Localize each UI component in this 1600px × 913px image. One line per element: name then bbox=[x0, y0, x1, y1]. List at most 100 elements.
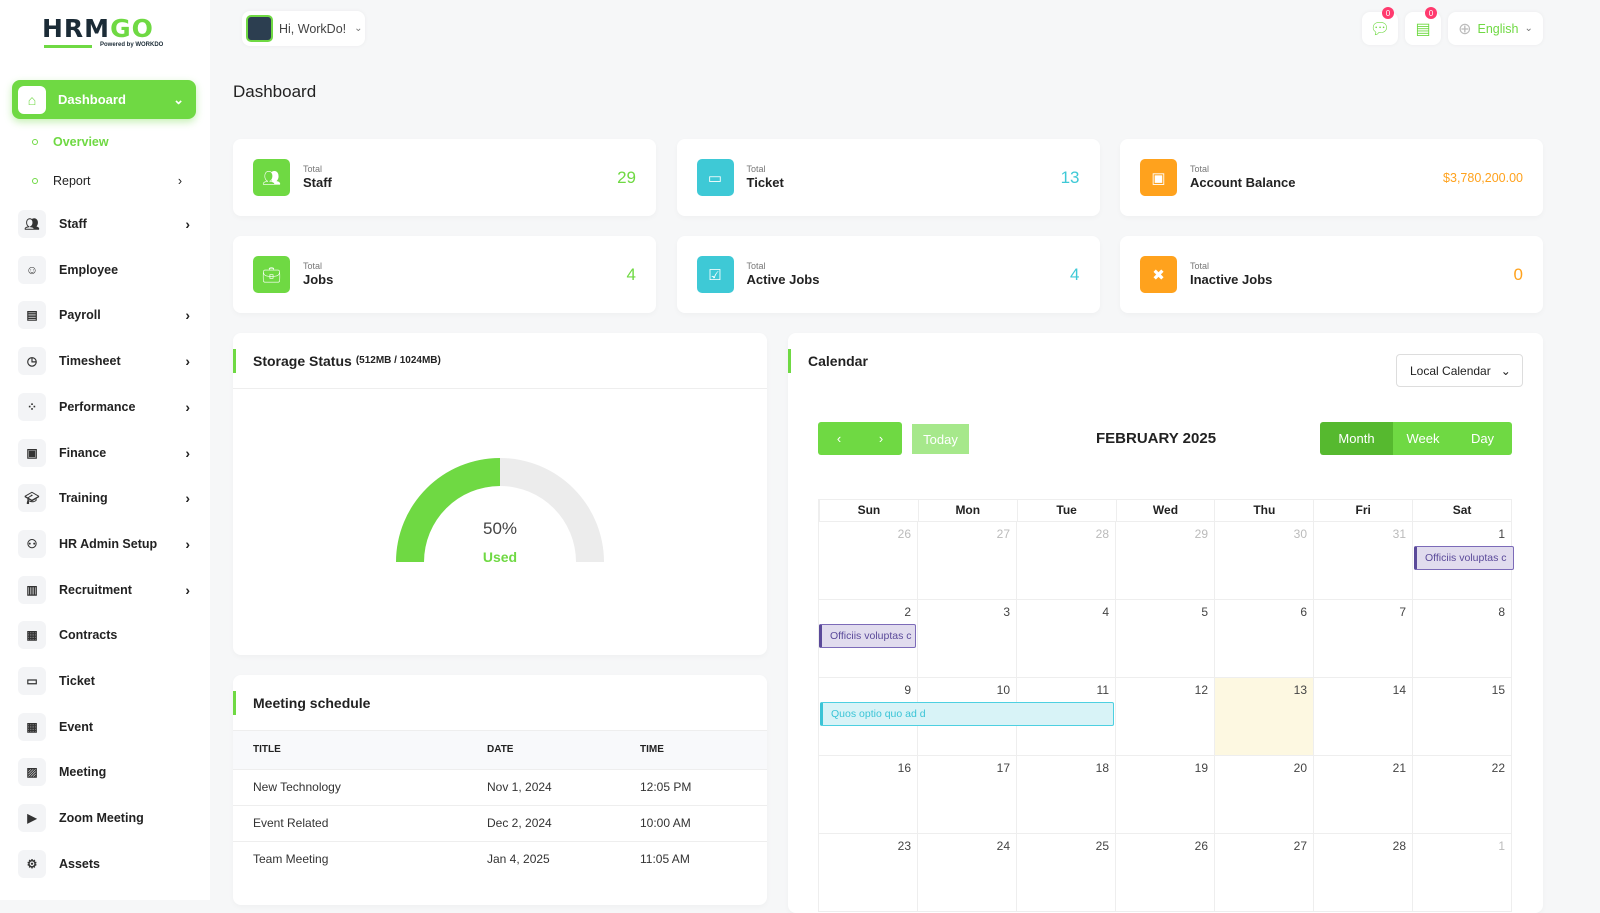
sidebar: HRMGO Powered by WORKDO ⌂ Dashboard ⌄ Ove… bbox=[0, 0, 210, 900]
calendar-day[interactable]: 13 bbox=[1215, 678, 1314, 756]
sidebar-item-assets[interactable]: ⚙ Assets bbox=[18, 849, 190, 879]
chevron-right-icon: › bbox=[185, 490, 190, 507]
sidebar-sub-report[interactable]: Report › bbox=[32, 174, 182, 188]
calendar-day[interactable]: 1 bbox=[1413, 834, 1512, 912]
sidebar-item-event[interactable]: ▦ Event bbox=[18, 712, 190, 742]
calendar-day[interactable]: 26 bbox=[1116, 834, 1215, 912]
gauge-fill bbox=[396, 458, 500, 562]
next-month-button[interactable]: › bbox=[860, 422, 902, 455]
stat-card-account-balance[interactable]: ▣ Total Account Balance $3,780,200.00 bbox=[1120, 139, 1543, 216]
calendar-day[interactable]: 23 bbox=[819, 834, 918, 912]
clock-icon: ◷ bbox=[18, 347, 46, 376]
storage-card: Storage Status (512MB / 1024MB) 50% Used bbox=[233, 333, 767, 655]
chevron-left-icon: ‹ bbox=[836, 431, 842, 446]
sidebar-item-dashboard[interactable]: ⌂ Dashboard ⌄ bbox=[12, 80, 196, 119]
user-icon: ☺ bbox=[18, 255, 46, 284]
sidebar-item-finance[interactable]: ▣ Finance › bbox=[18, 438, 190, 468]
today-button[interactable]: Today bbox=[912, 424, 969, 454]
calendar-day[interactable]: 12 bbox=[1116, 678, 1215, 756]
prev-month-button[interactable]: ‹ bbox=[818, 422, 860, 455]
calendar-day[interactable]: 26 bbox=[819, 522, 918, 600]
notifications-button[interactable]: ▤ 0 bbox=[1405, 7, 1441, 45]
messages-button[interactable]: 💬︎ 0 bbox=[1362, 7, 1398, 45]
globe-icon: ⊕ bbox=[1458, 20, 1472, 38]
calendar-day[interactable]: 27 bbox=[1215, 834, 1314, 912]
calendar-day[interactable]: 8 bbox=[1413, 600, 1512, 678]
calendar-day[interactable]: 7 bbox=[1314, 600, 1413, 678]
calendar-day[interactable]: 15 bbox=[1413, 678, 1512, 756]
calendar-day[interactable]: 27 bbox=[918, 522, 1017, 600]
calendar-icon: ▦ bbox=[18, 712, 46, 741]
receipt-icon: ▤ bbox=[18, 301, 46, 330]
sidebar-item-performance[interactable]: ⁘ Performance › bbox=[18, 392, 190, 422]
calendar-day[interactable]: 6 bbox=[1215, 600, 1314, 678]
calendar-day[interactable]: 29 bbox=[1116, 522, 1215, 600]
calendar-event[interactable]: Officiis voluptas c bbox=[819, 624, 916, 648]
calendar-day[interactable]: 25 bbox=[1017, 834, 1116, 912]
view-day-button[interactable]: Day bbox=[1453, 422, 1512, 455]
sidebar-item-meeting[interactable]: ▨ Meeting bbox=[18, 757, 190, 787]
stat-card-inactive-jobs[interactable]: ✖ Total Inactive Jobs 0 bbox=[1120, 236, 1543, 313]
calendar-day[interactable]: 2 bbox=[819, 600, 918, 678]
language-select[interactable]: ⊕ English ⌄ bbox=[1448, 12, 1543, 45]
calendar-day[interactable]: 18 bbox=[1017, 756, 1116, 834]
calendar-day[interactable]: 19 bbox=[1116, 756, 1215, 834]
table-row[interactable]: New Technology Nov 1, 2024 12:05 PM bbox=[233, 768, 767, 805]
calendar-source-select[interactable]: Local Calendar ⌄ bbox=[1396, 354, 1523, 387]
briefcase-icon: 💼︎ bbox=[253, 256, 290, 293]
storage-gauge bbox=[396, 458, 604, 562]
meeting-table: TITLE DATE TIME New Technology Nov 1, 2024 1… bbox=[233, 731, 767, 877]
calendar-event[interactable]: Officiis voluptas c bbox=[1414, 546, 1514, 570]
calendar-day[interactable]: 20 bbox=[1215, 756, 1314, 834]
sidebar-item-training[interactable]: 🎓︎ Training › bbox=[18, 483, 190, 513]
calendar-day[interactable]: 3 bbox=[918, 600, 1017, 678]
calendar-day[interactable]: 4 bbox=[1017, 600, 1116, 678]
chevron-right-icon: › bbox=[185, 398, 190, 415]
calendar-day[interactable]: 16 bbox=[819, 756, 918, 834]
calendar-event[interactable]: Quos optio quo ad d bbox=[820, 702, 1114, 726]
chevron-down-icon: ⌄ bbox=[1500, 363, 1511, 378]
logo[interactable]: HRMGO Powered by WORKDO bbox=[42, 14, 164, 48]
table-row[interactable]: Team Meeting Jan 4, 2025 11:05 AM bbox=[233, 840, 767, 877]
sidebar-item-zoom-meeting[interactable]: ▶ Zoom Meeting bbox=[18, 803, 190, 833]
chevron-down-icon: ⌄ bbox=[173, 91, 184, 107]
calendar-day[interactable]: 21 bbox=[1314, 756, 1413, 834]
stat-card-active-jobs[interactable]: ☑ Total Active Jobs 4 bbox=[676, 236, 1100, 313]
calendar-day[interactable]: 31 bbox=[1314, 522, 1413, 600]
calendar-day[interactable]: 14 bbox=[1314, 678, 1413, 756]
calendar-day[interactable]: 17 bbox=[918, 756, 1017, 834]
calendar-day[interactable]: 28 bbox=[1314, 834, 1413, 912]
sidebar-sub-overview[interactable]: Overview bbox=[32, 135, 182, 149]
calendar-day[interactable]: 28 bbox=[1017, 522, 1116, 600]
view-month-button[interactable]: Month bbox=[1320, 422, 1393, 455]
users-icon: 👥︎ bbox=[18, 210, 46, 238]
calendar-day[interactable]: 22 bbox=[1413, 756, 1512, 834]
page-title: Dashboard bbox=[233, 82, 317, 101]
sidebar-item-ticket[interactable]: ▭ Ticket bbox=[18, 666, 190, 696]
calendar-day[interactable]: 30 bbox=[1215, 522, 1314, 600]
sidebar-item-staff[interactable]: 👥︎ Staff › bbox=[18, 209, 190, 239]
calendar-card: Calendar Local Calendar ⌄ ‹ › Today FEBRU… bbox=[788, 333, 1543, 913]
chevron-right-icon: › bbox=[878, 431, 884, 446]
comment-icon: ▤ bbox=[1415, 20, 1431, 38]
calendar-day[interactable]: 5 bbox=[1116, 600, 1215, 678]
calendar-day[interactable]: 24 bbox=[918, 834, 1017, 912]
sidebar-item-payroll[interactable]: ▤ Payroll › bbox=[18, 300, 190, 330]
calendar-grid: Sun Mon Tue Wed Thu Fri Sat 26 27 28 29 30 31 1 2 3 4 5 6… bbox=[818, 499, 1512, 912]
sidebar-item-employee[interactable]: ☺ Employee bbox=[18, 255, 190, 285]
video-icon: ▶ bbox=[18, 804, 46, 833]
sidebar-item-timesheet[interactable]: ◷ Timesheet › bbox=[18, 346, 190, 376]
stat-card-ticket[interactable]: ▭ Total Ticket 13 bbox=[676, 139, 1100, 216]
sidebar-item-recruitment[interactable]: ▥ Recruitment › bbox=[18, 575, 190, 605]
weekday-header: Sun bbox=[819, 500, 918, 521]
chevron-right-icon: › bbox=[185, 444, 190, 461]
stat-card-staff[interactable]: 👥︎ Total Staff 29 bbox=[233, 139, 656, 216]
calendar-day[interactable]: 11 bbox=[1017, 678, 1116, 756]
sidebar-item-contracts[interactable]: ▦ Contracts bbox=[18, 620, 190, 650]
view-week-button[interactable]: Week bbox=[1393, 422, 1453, 455]
table-row[interactable]: Event Related Dec 2, 2024 10:00 AM bbox=[233, 804, 767, 841]
chevron-right-icon: › bbox=[185, 353, 190, 370]
stat-card-jobs[interactable]: 💼︎ Total Jobs 4 bbox=[233, 236, 656, 313]
sidebar-item-hr-admin-setup[interactable]: ⚇ HR Admin Setup › bbox=[18, 529, 190, 559]
user-menu[interactable]: Hi, WorkDo! ⌄ bbox=[242, 11, 365, 46]
